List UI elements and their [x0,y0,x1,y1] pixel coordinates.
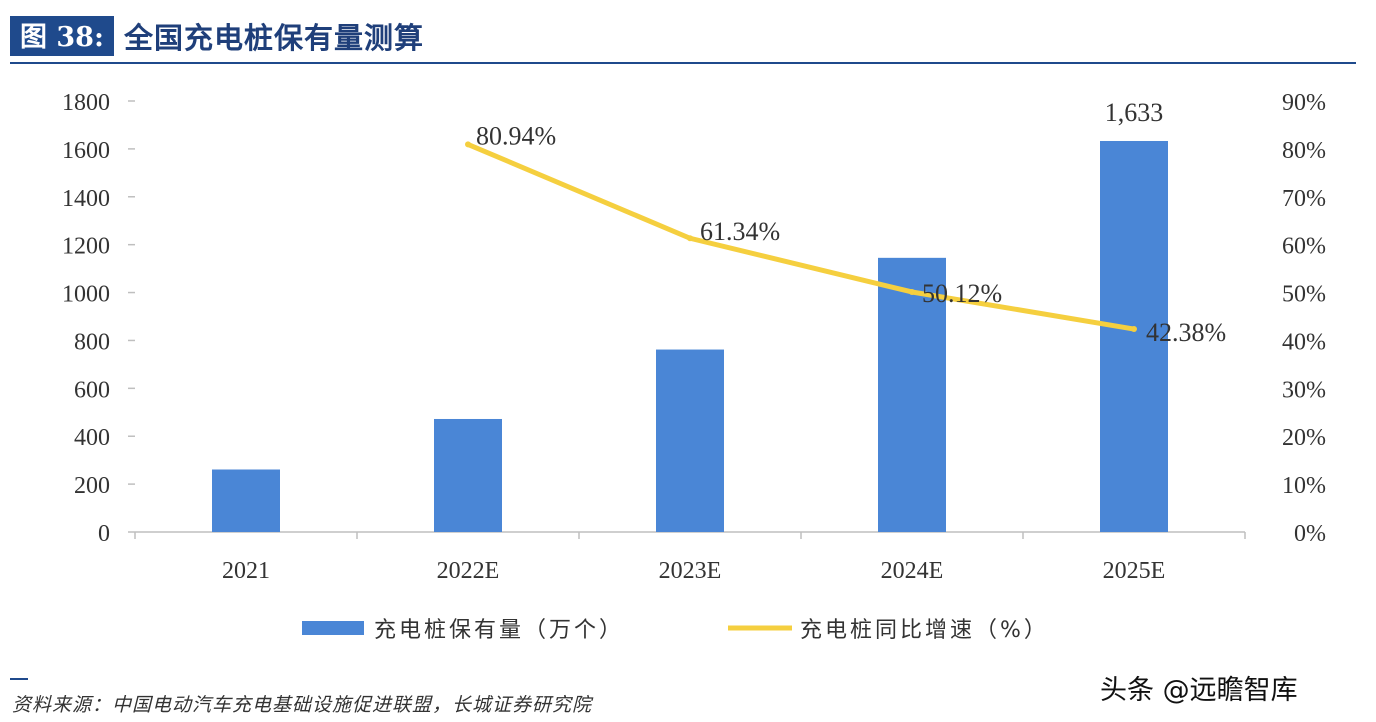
watermark: 头条 @远瞻智库 [1100,675,1298,706]
left-tick-label: 0 [98,521,110,547]
line-data-label: 61.34% [700,217,780,246]
bar [434,418,502,532]
line-series [465,141,1137,333]
legend: 充电桩保有量（万个） 充电桩同比增速（%） [302,618,1049,643]
right-tick-label: 0% [1294,521,1326,547]
source-note: 资料来源：中国电动汽车充电基础设施促进联盟，长城证券研究院 [12,694,593,716]
right-tick-label: 50% [1282,282,1326,308]
bar [1100,140,1168,532]
figure-header: 图 38: 全国充电桩保有量测算 [10,14,424,58]
x-tick-label: 2023E [659,558,722,584]
left-axis: 0 200 400 600 800 1000 1200 1400 1600 1800 [62,90,135,547]
left-tick-label: 200 [74,473,110,499]
left-tick-label: 800 [74,329,110,355]
right-axis: 0% 10% 20% 30% 40% 50% 60% 70% 80% 90% [1282,90,1326,547]
right-tick-label: 70% [1282,186,1326,212]
bar [656,349,724,532]
line-point [465,141,471,148]
bar [212,469,280,532]
line-point [909,288,915,295]
legend-line-label: 充电桩同比增速（%） [800,618,1049,643]
right-tick-label: 30% [1282,377,1326,403]
x-tick-label: 2024E [881,558,944,584]
left-tick-label: 1000 [62,282,110,308]
legend-bar-swatch [302,621,364,635]
right-tick-label: 60% [1282,234,1326,260]
data-labels: 1,633 80.94% 61.34% 50.12% 42.38% [476,98,1226,347]
header-rule [10,62,1356,64]
figure-number: 图 38: [10,16,114,56]
bar-data-label: 1,633 [1105,98,1164,127]
x-tick-label: 2025E [1103,558,1166,584]
left-tick-label: 1800 [62,90,110,116]
line-point [1131,326,1137,333]
line-point [687,235,693,242]
right-tick-label: 80% [1282,138,1326,164]
right-tick-label: 90% [1282,90,1326,116]
footer-rule [10,678,28,680]
line-data-label: 50.12% [922,279,1002,308]
legend-bar-label: 充电桩保有量（万个） [374,618,624,643]
bar [878,257,946,532]
line-data-label: 42.38% [1146,318,1226,347]
left-tick-label: 400 [74,425,110,451]
right-tick-label: 10% [1282,473,1326,499]
figure-title: 全国充电桩保有量测算 [123,21,424,55]
x-tick-label: 2021 [222,558,270,584]
right-tick-label: 40% [1282,329,1326,355]
x-axis: 2021 2022E 2023E 2024E 2025E [134,532,1246,584]
bar-series [212,140,1168,532]
growth-line [465,141,1137,332]
left-tick-label: 1400 [62,186,110,212]
left-tick-label: 600 [74,377,110,403]
line-data-label: 80.94% [476,121,556,150]
left-tick-label: 1600 [62,138,110,164]
x-tick-label: 2022E [437,558,500,584]
right-tick-label: 20% [1282,425,1326,451]
left-tick-label: 1200 [62,234,110,260]
